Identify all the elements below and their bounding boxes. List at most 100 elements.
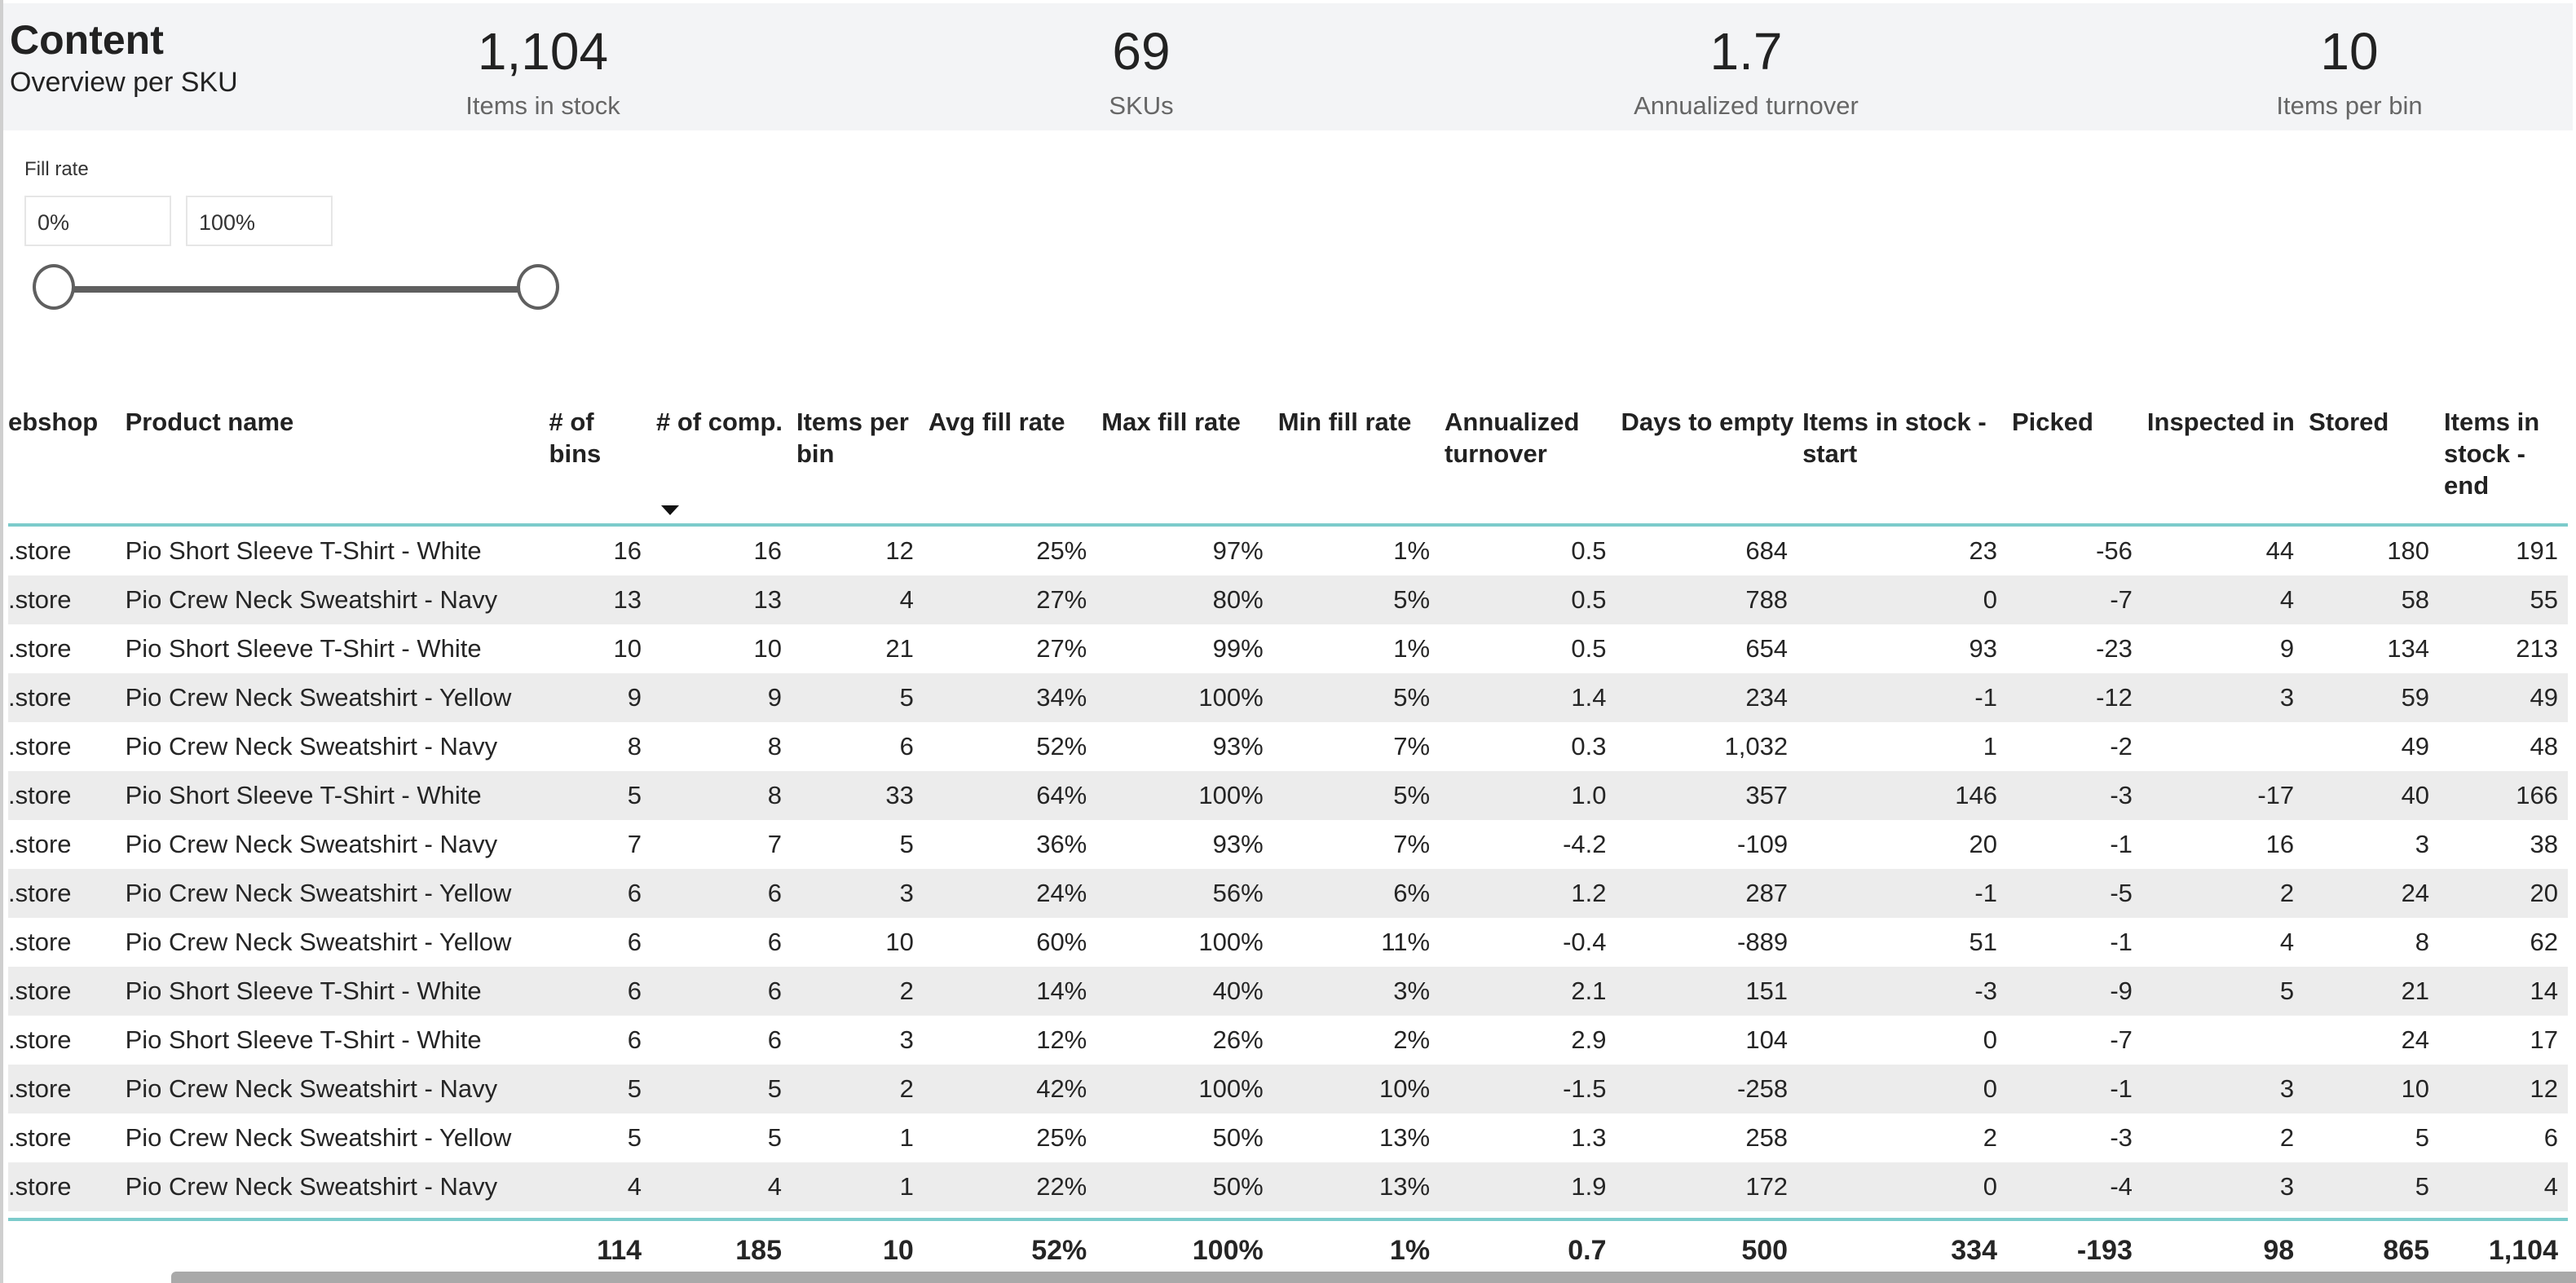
- table-cell: 11%: [1381, 928, 1431, 956]
- table-row[interactable]: .store Pio Crew Neck Sweatshirt - Navy 13 1…: [8, 575, 2568, 624]
- sort-descending-icon: [661, 505, 680, 515]
- column-header[interactable]: Picked: [2007, 399, 2142, 527]
- table-cell: 16: [613, 536, 642, 565]
- column-header-label: Items in stock - start: [1802, 408, 1987, 468]
- column-header[interactable]: Max fill rate: [1096, 399, 1273, 527]
- table-cell: 27%: [923, 575, 1097, 624]
- column-header[interactable]: Inspected in: [2142, 399, 2305, 527]
- fill-rate-max-input[interactable]: 100%: [186, 196, 333, 246]
- column-header[interactable]: Items in stock - start: [1797, 399, 2007, 527]
- table-cell: 100%: [1198, 928, 1264, 956]
- fill-rate-slider-max-handle[interactable]: [517, 264, 559, 310]
- total-cell: [120, 1218, 545, 1280]
- kpi-value: 1.7: [1709, 22, 1783, 81]
- table-row[interactable]: .store Pio Crew Neck Sweatshirt - Yellow 5…: [8, 1113, 2568, 1162]
- table-row[interactable]: .store Pio Crew Neck Sweatshirt - Yellow 6…: [8, 918, 2568, 967]
- table-cell: 5: [767, 1123, 782, 1152]
- table-cell: 51: [1969, 928, 1997, 956]
- table-cell: 684: [1745, 536, 1789, 565]
- table-row[interactable]: .store Pio Crew Neck Sweatshirt - Yellow 6…: [8, 869, 2568, 918]
- table-cell: 0.5: [1440, 575, 1617, 624]
- table-row[interactable]: .store Pio Short Sleeve T-Shirt - White 16…: [8, 525, 2568, 575]
- table-cell: -109: [1737, 830, 1789, 858]
- table-cell: 49: [2401, 732, 2430, 761]
- table-row[interactable]: .store Pio Short Sleeve T-Shirt - White 6 6…: [8, 967, 2568, 1016]
- table-cell: .store: [8, 1025, 72, 1054]
- table-cell: 5: [791, 673, 924, 722]
- table-cell: .store: [8, 771, 121, 820]
- kpi-label: Annualized turnover: [1634, 91, 1859, 120]
- table-cell: 1.3: [1571, 1123, 1607, 1152]
- table-row[interactable]: .store Pio Short Sleeve T-Shirt - White 5 8…: [8, 771, 2568, 820]
- table-cell: -4.2: [1563, 830, 1607, 858]
- kpi-annualized-turnover: 1.7 Annualized turnover: [1542, 23, 1950, 121]
- table-cell: 10: [613, 634, 642, 663]
- column-header-label: Stored: [2309, 408, 2389, 436]
- table-cell: 0: [1797, 1162, 2007, 1211]
- column-header[interactable]: Annualized turnover: [1440, 399, 1617, 527]
- kpi-value: 69: [1112, 22, 1171, 81]
- table-cell: -1: [2110, 830, 2133, 858]
- table-cell: 4: [651, 1162, 792, 1211]
- table-cell: -3: [1797, 967, 2007, 1016]
- table-row[interactable]: .store Pio Crew Neck Sweatshirt - Navy 7 7 5…: [8, 820, 2568, 869]
- table-cell: 258: [1745, 1123, 1789, 1152]
- column-header[interactable]: Product name: [120, 399, 545, 527]
- column-header[interactable]: # of bins: [544, 399, 652, 527]
- column-header-label: # of comp.: [656, 408, 783, 436]
- table-cell: 151: [1616, 967, 1798, 1016]
- column-header[interactable]: Days to empty: [1616, 399, 1798, 527]
- table-cell: 21: [885, 634, 914, 663]
- header-band: Content Overview per SKU 1,104 Items in …: [3, 3, 2573, 130]
- table-row[interactable]: .store Pio Crew Neck Sweatshirt - Navy 8 8 6…: [8, 722, 2568, 771]
- column-header[interactable]: Min fill rate: [1273, 399, 1440, 527]
- table-cell: 80%: [1096, 575, 1273, 624]
- table-cell: 2.1: [1440, 967, 1617, 1016]
- table-cell: 44: [2265, 536, 2295, 565]
- table-cell: 287: [1616, 869, 1798, 918]
- column-header[interactable]: Stored: [2304, 399, 2440, 527]
- table-cell: 5: [2415, 1123, 2430, 1152]
- table-cell: 5: [544, 1065, 652, 1113]
- fill-rate-min-input[interactable]: 0%: [24, 196, 171, 246]
- table-cell: 93: [1969, 634, 1997, 663]
- table-cell: .store: [8, 830, 72, 858]
- table-cell: 5: [627, 1123, 642, 1152]
- table-cell: 2%: [1393, 1025, 1431, 1054]
- column-header[interactable]: Avg fill rate: [923, 399, 1097, 527]
- table-cell: 60%: [1036, 928, 1087, 956]
- column-header-label: Min fill rate: [1277, 408, 1412, 436]
- table-cell: 93%: [1212, 732, 1264, 761]
- table-row[interactable]: .store Pio Crew Neck Sweatshirt - Navy 4 4 1…: [8, 1162, 2568, 1211]
- total-cell: 865: [2304, 1218, 2440, 1280]
- table-header-row: ebshop Product name # of bins # of comp. Ite…: [8, 399, 2568, 527]
- table-cell: -12: [2007, 673, 2142, 722]
- table-cell: 213: [2516, 634, 2558, 663]
- table-row[interactable]: .store Pio Crew Neck Sweatshirt - Yellow 9…: [8, 673, 2568, 722]
- column-header-label: Annualized turnover: [1445, 408, 1580, 468]
- column-header[interactable]: ebshop: [8, 399, 121, 527]
- fill-rate-label: Fill rate: [24, 158, 89, 180]
- table-cell: 172: [1616, 1162, 1798, 1211]
- table-cell: 26%: [1212, 1025, 1264, 1054]
- table-cell: 62: [2530, 928, 2558, 956]
- horizontal-scrollbar[interactable]: [171, 1272, 2576, 1283]
- table-cell: 23: [1969, 536, 1997, 565]
- table-cell: 40: [2304, 771, 2440, 820]
- page-subtitle: Overview per SKU: [10, 67, 238, 98]
- table-row[interactable]: .store Pio Short Sleeve T-Shirt - White 6 6…: [8, 1016, 2568, 1065]
- column-header[interactable]: Items in stock - end: [2439, 399, 2568, 527]
- table-cell: -1: [1797, 869, 2007, 918]
- table-cell: 2: [791, 1065, 924, 1113]
- table-row[interactable]: .store Pio Short Sleeve T-Shirt - White 10…: [8, 624, 2568, 673]
- table-cell: 1.0: [1440, 771, 1617, 820]
- column-header[interactable]: Items per bin: [791, 399, 924, 527]
- total-cell: -193: [2007, 1218, 2142, 1280]
- table-cell: 5: [2304, 1162, 2440, 1211]
- fill-rate-slider-track[interactable]: [55, 286, 538, 293]
- table-row[interactable]: .store Pio Crew Neck Sweatshirt - Navy 5 5 2…: [8, 1065, 2568, 1113]
- table-cell: -23: [2096, 634, 2133, 663]
- fill-rate-slider-min-handle[interactable]: [33, 264, 75, 310]
- table-cell: 9: [544, 673, 652, 722]
- column-header[interactable]: # of comp.: [651, 399, 792, 527]
